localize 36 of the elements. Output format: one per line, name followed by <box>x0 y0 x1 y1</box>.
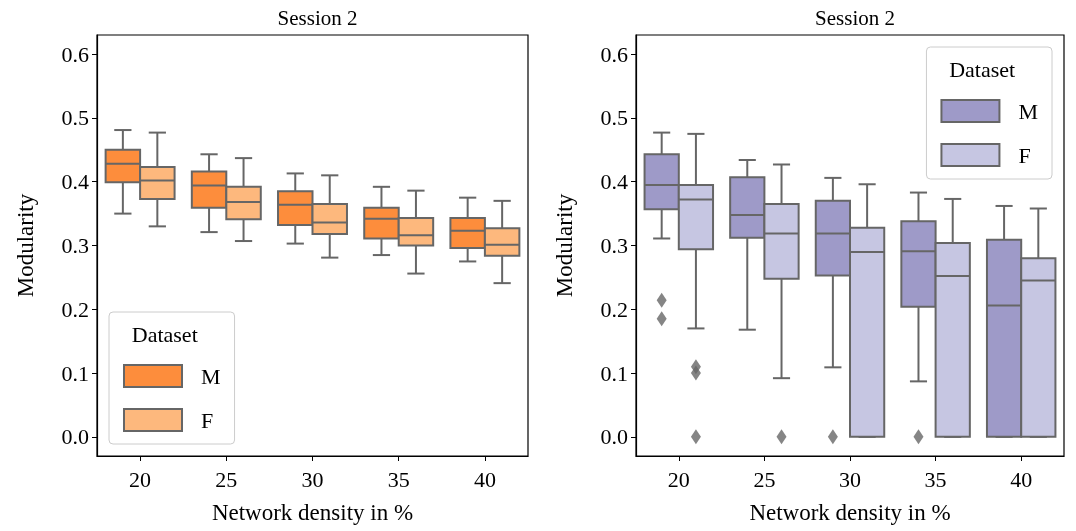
y-axis-title: Modularity <box>552 193 577 298</box>
legend-title: Dataset <box>131 322 198 347</box>
x-tick-label: 40 <box>473 466 496 492</box>
y-tick-label: 0.0 <box>600 424 628 450</box>
legend-label: M <box>1018 98 1038 124</box>
legend-title: Dataset <box>949 57 1016 82</box>
y-tick-label: 0.5 <box>61 105 89 131</box>
x-tick-label: 35 <box>387 466 410 492</box>
legend-label: F <box>201 407 214 433</box>
y-tick-label: 0.2 <box>61 296 89 322</box>
x-tick-label: 25 <box>753 466 776 492</box>
x-axis-title: Network density in % <box>749 500 951 525</box>
y-tick-label: 0.6 <box>61 41 89 67</box>
y-tick-label: 0.2 <box>600 296 628 322</box>
y-tick-label: 0.5 <box>600 105 628 131</box>
x-tick-label: 20 <box>667 466 690 492</box>
y-tick-label: 0.4 <box>600 169 628 195</box>
y-tick-label: 0.0 <box>61 424 89 450</box>
x-tick-label: 30 <box>301 466 324 492</box>
x-tick-label: 40 <box>1010 466 1033 492</box>
y-tick-label: 0.4 <box>61 169 89 195</box>
legend-label: M <box>201 363 221 389</box>
chart-title: Session 2 <box>815 5 895 30</box>
x-tick-label: 20 <box>129 466 152 492</box>
x-tick-label: 25 <box>215 466 238 492</box>
y-axis-title: Modularity <box>13 193 38 298</box>
x-tick-label: 35 <box>924 466 947 492</box>
chart-title: Session 2 <box>277 5 358 30</box>
y-tick-label: 0.6 <box>600 41 628 67</box>
legend-label: F <box>1018 142 1031 168</box>
y-tick-label: 0.1 <box>61 360 89 386</box>
x-tick-label: 30 <box>839 466 861 492</box>
y-tick-label: 0.3 <box>600 233 628 258</box>
y-tick-label: 0.3 <box>61 233 89 258</box>
x-axis-title: Network density in % <box>211 500 414 525</box>
y-tick-label: 0.1 <box>600 360 628 386</box>
